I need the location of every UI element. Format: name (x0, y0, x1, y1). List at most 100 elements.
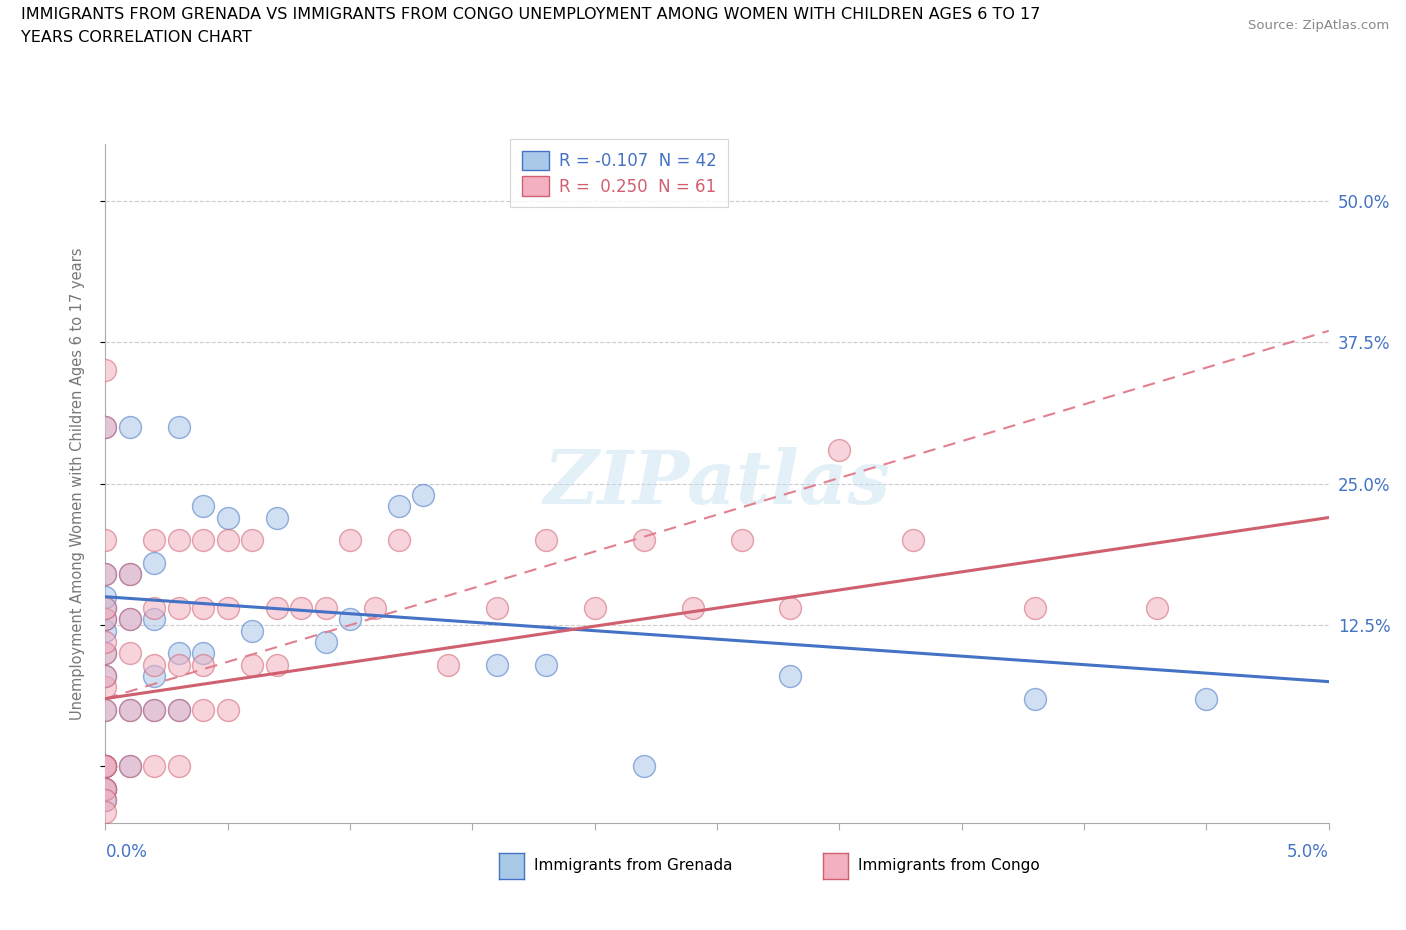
Point (388, 533, 411, 548)
Point (193, 498, 215, 513)
Point (633, 759, 655, 774)
Point (94, 669, 117, 684)
Point (437, 658, 460, 672)
Point (143, 658, 166, 672)
Point (143, 601, 166, 616)
Point (167, 601, 190, 616)
Point (118, 759, 141, 774)
Point (217, 702, 239, 717)
Point (94, 363, 117, 378)
Point (94, 566, 117, 581)
Point (167, 646, 190, 661)
Point (534, 533, 557, 548)
Point (240, 533, 263, 548)
Point (240, 658, 263, 672)
Point (94, 601, 117, 616)
Point (143, 533, 166, 548)
Point (193, 601, 215, 616)
Point (240, 623, 263, 638)
Point (388, 498, 411, 513)
Text: Source: ZipAtlas.com: Source: ZipAtlas.com (1249, 19, 1389, 32)
Point (266, 511, 288, 525)
Point (94, 634, 117, 649)
Text: Immigrants from Congo: Immigrants from Congo (858, 858, 1039, 873)
Point (118, 612, 141, 627)
Point (118, 566, 141, 581)
Point (682, 601, 704, 616)
Point (94, 612, 117, 627)
Legend: R = -0.107  N = 42, R =  0.250  N = 61: R = -0.107 N = 42, R = 0.250 N = 61 (510, 139, 728, 207)
Point (217, 533, 239, 548)
Point (315, 634, 337, 649)
Point (485, 601, 508, 616)
Point (167, 658, 190, 672)
Point (1146, 601, 1168, 616)
Point (339, 612, 361, 627)
Text: 0.0%: 0.0% (105, 844, 148, 861)
Text: Immigrants from Grenada: Immigrants from Grenada (534, 858, 733, 873)
Text: ZIPatlas: ZIPatlas (544, 447, 890, 520)
Point (94, 781, 117, 796)
Point (583, 601, 606, 616)
Point (828, 443, 851, 458)
Point (315, 601, 337, 616)
Point (217, 511, 239, 525)
Point (167, 702, 190, 717)
Point (167, 759, 190, 774)
Point (94, 759, 117, 774)
Point (94, 759, 117, 774)
Point (94, 669, 117, 684)
Point (94, 702, 117, 717)
Point (143, 669, 166, 684)
Point (193, 533, 215, 548)
Point (94, 601, 117, 616)
Point (94, 646, 117, 661)
Point (143, 759, 166, 774)
Text: YEARS CORRELATION CHART: YEARS CORRELATION CHART (21, 30, 252, 45)
Point (94, 793, 117, 808)
Point (485, 658, 508, 672)
Point (94, 566, 117, 581)
Point (193, 646, 215, 661)
Point (94, 533, 117, 548)
Point (118, 612, 141, 627)
Point (143, 555, 166, 570)
Y-axis label: Unemployment Among Women with Children Ages 6 to 17 years: Unemployment Among Women with Children A… (70, 247, 84, 720)
Point (217, 601, 239, 616)
Point (412, 487, 434, 502)
Point (290, 601, 312, 616)
Text: IMMIGRANTS FROM GRENADA VS IMMIGRANTS FROM CONGO UNEMPLOYMENT AMONG WOMEN WITH C: IMMIGRANTS FROM GRENADA VS IMMIGRANTS FR… (21, 7, 1040, 22)
Point (94, 759, 117, 774)
Point (94, 419, 117, 434)
Point (94, 680, 117, 695)
Point (266, 601, 288, 616)
Point (94, 623, 117, 638)
Point (94, 781, 117, 796)
Point (118, 646, 141, 661)
Point (1024, 691, 1046, 706)
Point (339, 533, 361, 548)
Point (779, 669, 801, 684)
Point (94, 419, 117, 434)
Point (167, 702, 190, 717)
Point (193, 702, 215, 717)
Text: 5.0%: 5.0% (1286, 844, 1329, 861)
Point (167, 533, 190, 548)
Point (94, 759, 117, 774)
Point (94, 759, 117, 774)
Point (143, 612, 166, 627)
Point (94, 804, 117, 819)
Point (94, 793, 117, 808)
Point (1024, 601, 1046, 616)
Point (266, 658, 288, 672)
Point (363, 601, 385, 616)
Point (94, 781, 117, 796)
Point (94, 646, 117, 661)
Point (779, 601, 801, 616)
Point (633, 533, 655, 548)
Point (118, 702, 141, 717)
Point (118, 419, 141, 434)
Point (1195, 691, 1218, 706)
Point (143, 702, 166, 717)
Point (118, 702, 141, 717)
